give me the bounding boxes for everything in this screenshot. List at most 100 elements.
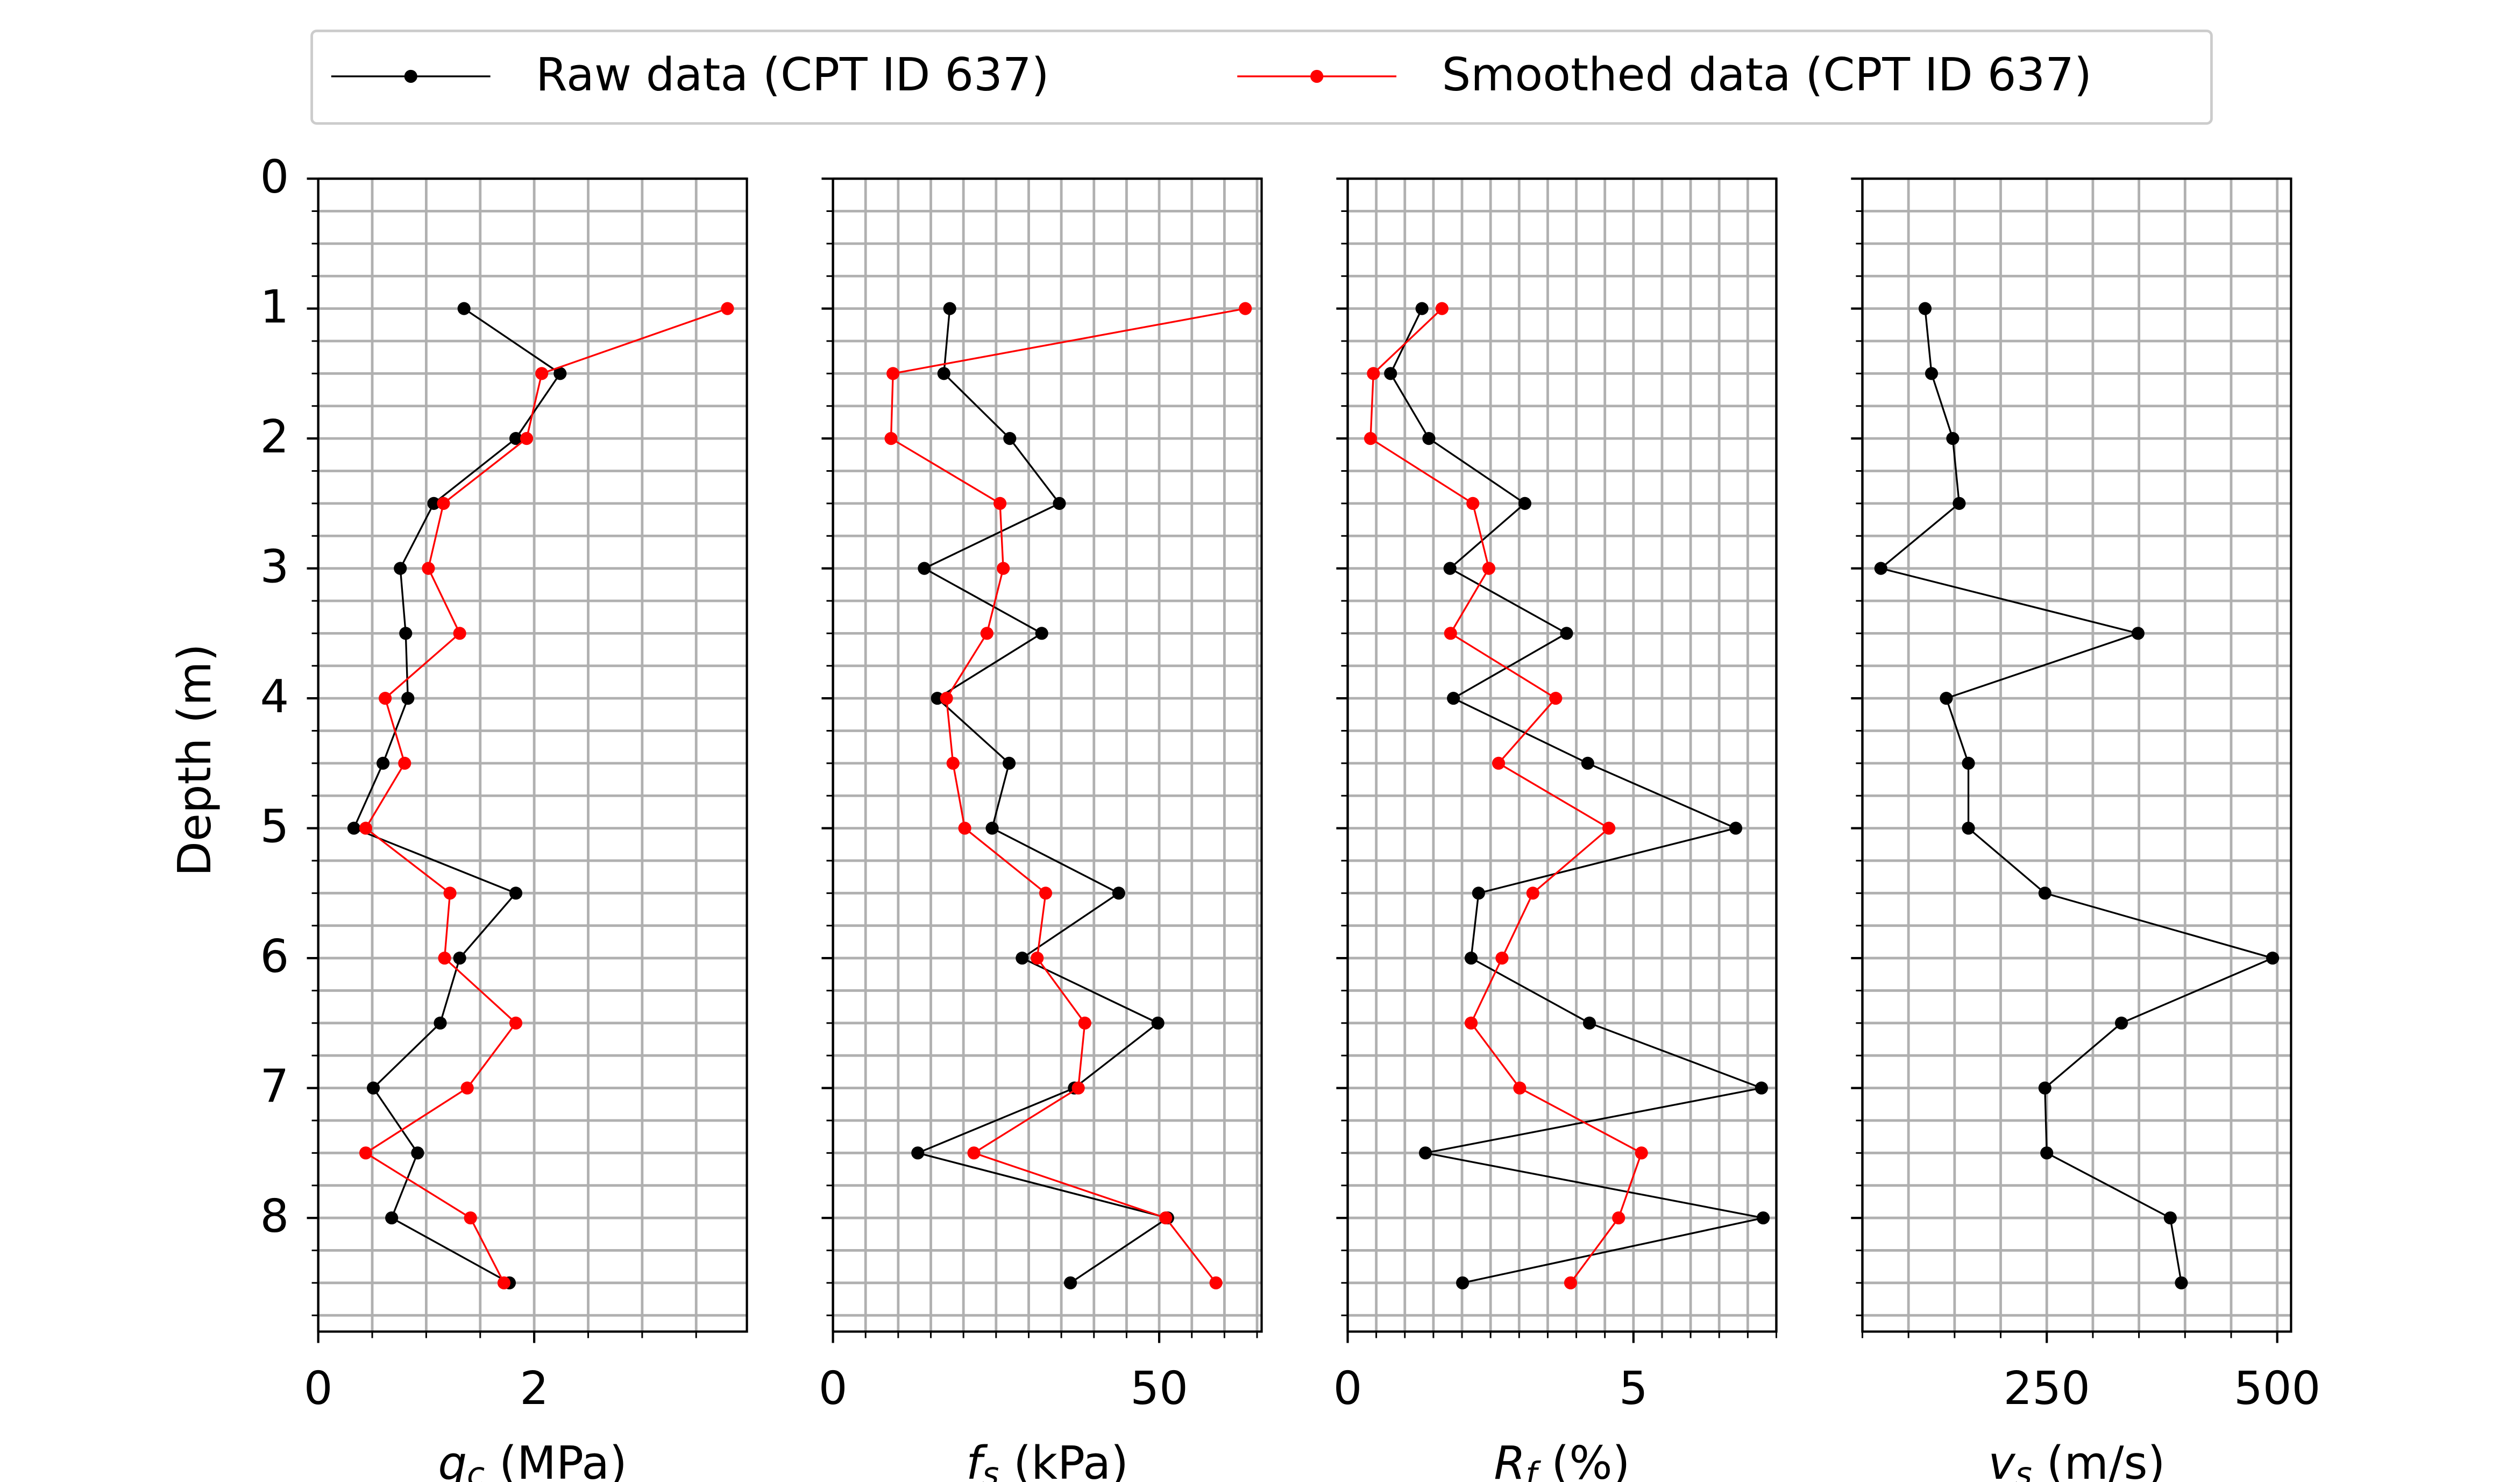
data-point: [399, 627, 413, 640]
data-point: [2163, 1211, 2177, 1225]
data-point: [1159, 1211, 1173, 1225]
data-point: [453, 952, 466, 965]
x-axis-label: Rf (%): [1494, 1437, 1630, 1482]
axes-frame: [1861, 178, 2292, 1333]
data-point: [937, 367, 950, 380]
series-line: [364, 308, 728, 1284]
y-tick-label: 3: [260, 541, 289, 593]
data-point: [2040, 1146, 2054, 1160]
data-point: [1071, 1081, 1085, 1095]
data-point: [1564, 1276, 1577, 1289]
x-tick-label: 5: [1619, 1362, 1648, 1415]
data-point: [1415, 302, 1429, 315]
data-point: [1151, 1016, 1165, 1030]
data-point: [464, 1211, 477, 1225]
data-point: [437, 497, 450, 510]
data-point: [1418, 1146, 1432, 1160]
y-tick-label: 1: [260, 281, 289, 334]
data-point: [1482, 562, 1496, 575]
data-point: [1447, 692, 1460, 705]
data-point: [911, 1146, 925, 1160]
data-point: [1464, 1016, 1478, 1030]
data-point: [1755, 1081, 1768, 1095]
data-point: [1003, 756, 1016, 770]
series-line: [352, 308, 562, 1284]
data-point: [1953, 497, 1966, 510]
label-unit: (MPa): [485, 1437, 627, 1482]
data-point: [385, 1211, 399, 1225]
x-axis-label: vs (m/s): [1988, 1437, 2165, 1482]
label-unit: (m/s): [2032, 1437, 2166, 1482]
data-point: [509, 887, 523, 900]
data-point: [2131, 627, 2145, 640]
series-line: [1879, 308, 2276, 1284]
y-axis-label: Depth (m): [168, 644, 221, 877]
data-point: [1003, 432, 1017, 445]
data-point: [1031, 952, 1044, 965]
data-point: [940, 692, 953, 705]
data-point: [347, 821, 360, 835]
data-point: [980, 627, 993, 640]
data-point: [398, 756, 411, 770]
legend-marker: [404, 69, 417, 83]
data-point: [434, 1016, 447, 1030]
data-point: [1384, 367, 1397, 380]
data-point: [1581, 756, 1594, 770]
data-point: [366, 1081, 380, 1095]
label-subscript: c: [467, 1456, 485, 1482]
data-point: [1466, 497, 1480, 510]
data-point: [377, 756, 390, 770]
data-point: [379, 692, 392, 705]
data-point: [457, 302, 471, 315]
data-point: [1940, 692, 1953, 705]
data-point: [1456, 1276, 1470, 1289]
data-point: [1962, 821, 1975, 835]
data-point: [1518, 497, 1531, 510]
data-point: [1053, 497, 1066, 510]
series-line: [1369, 308, 1643, 1284]
x-tick-label: 0: [304, 1362, 333, 1415]
data-point: [1435, 302, 1449, 315]
y-tick-label: 8: [260, 1190, 289, 1243]
data-point: [931, 692, 944, 705]
data-point: [453, 627, 466, 640]
data-point: [1925, 367, 1939, 380]
axes-frame: [832, 178, 1263, 1333]
y-tick-label: 7: [260, 1060, 289, 1113]
data-point: [394, 562, 407, 575]
data-point: [509, 1016, 523, 1030]
data-point: [1209, 1276, 1223, 1289]
data-point: [411, 1146, 424, 1160]
data-point: [1239, 302, 1252, 315]
legend-label: Raw data (CPT ID 637): [536, 48, 1049, 101]
x-tick-label: 250: [2004, 1362, 2090, 1415]
label-subscript: s: [2015, 1456, 2032, 1482]
data-point: [427, 497, 441, 510]
label-subscript: s: [982, 1456, 999, 1482]
legend-label: Smoothed data (CPT ID 637): [1442, 48, 2092, 101]
data-point: [2266, 952, 2280, 965]
x-tick-label: 2: [520, 1362, 549, 1415]
data-point: [497, 1276, 511, 1289]
label-symbol: v: [1988, 1437, 2016, 1482]
axes-frame: [1346, 178, 1778, 1333]
data-point: [1443, 562, 1457, 575]
series-line: [1389, 308, 1765, 1284]
data-point: [1635, 1146, 1648, 1160]
data-point: [946, 756, 960, 770]
data-point: [886, 367, 900, 380]
data-point: [1549, 692, 1563, 705]
data-point: [997, 562, 1010, 575]
x-axis-label: qc (MPa): [438, 1437, 627, 1482]
data-point: [1729, 821, 1743, 835]
data-point: [967, 1146, 981, 1160]
data-point: [1602, 821, 1616, 835]
y-tick-label: 2: [260, 410, 289, 463]
label-unit: (kPa): [999, 1437, 1128, 1482]
y-tick-label: 0: [260, 151, 289, 203]
data-point: [1495, 952, 1509, 965]
data-point: [721, 302, 734, 315]
y-tick-label: 5: [260, 800, 289, 853]
data-point: [993, 497, 1007, 510]
